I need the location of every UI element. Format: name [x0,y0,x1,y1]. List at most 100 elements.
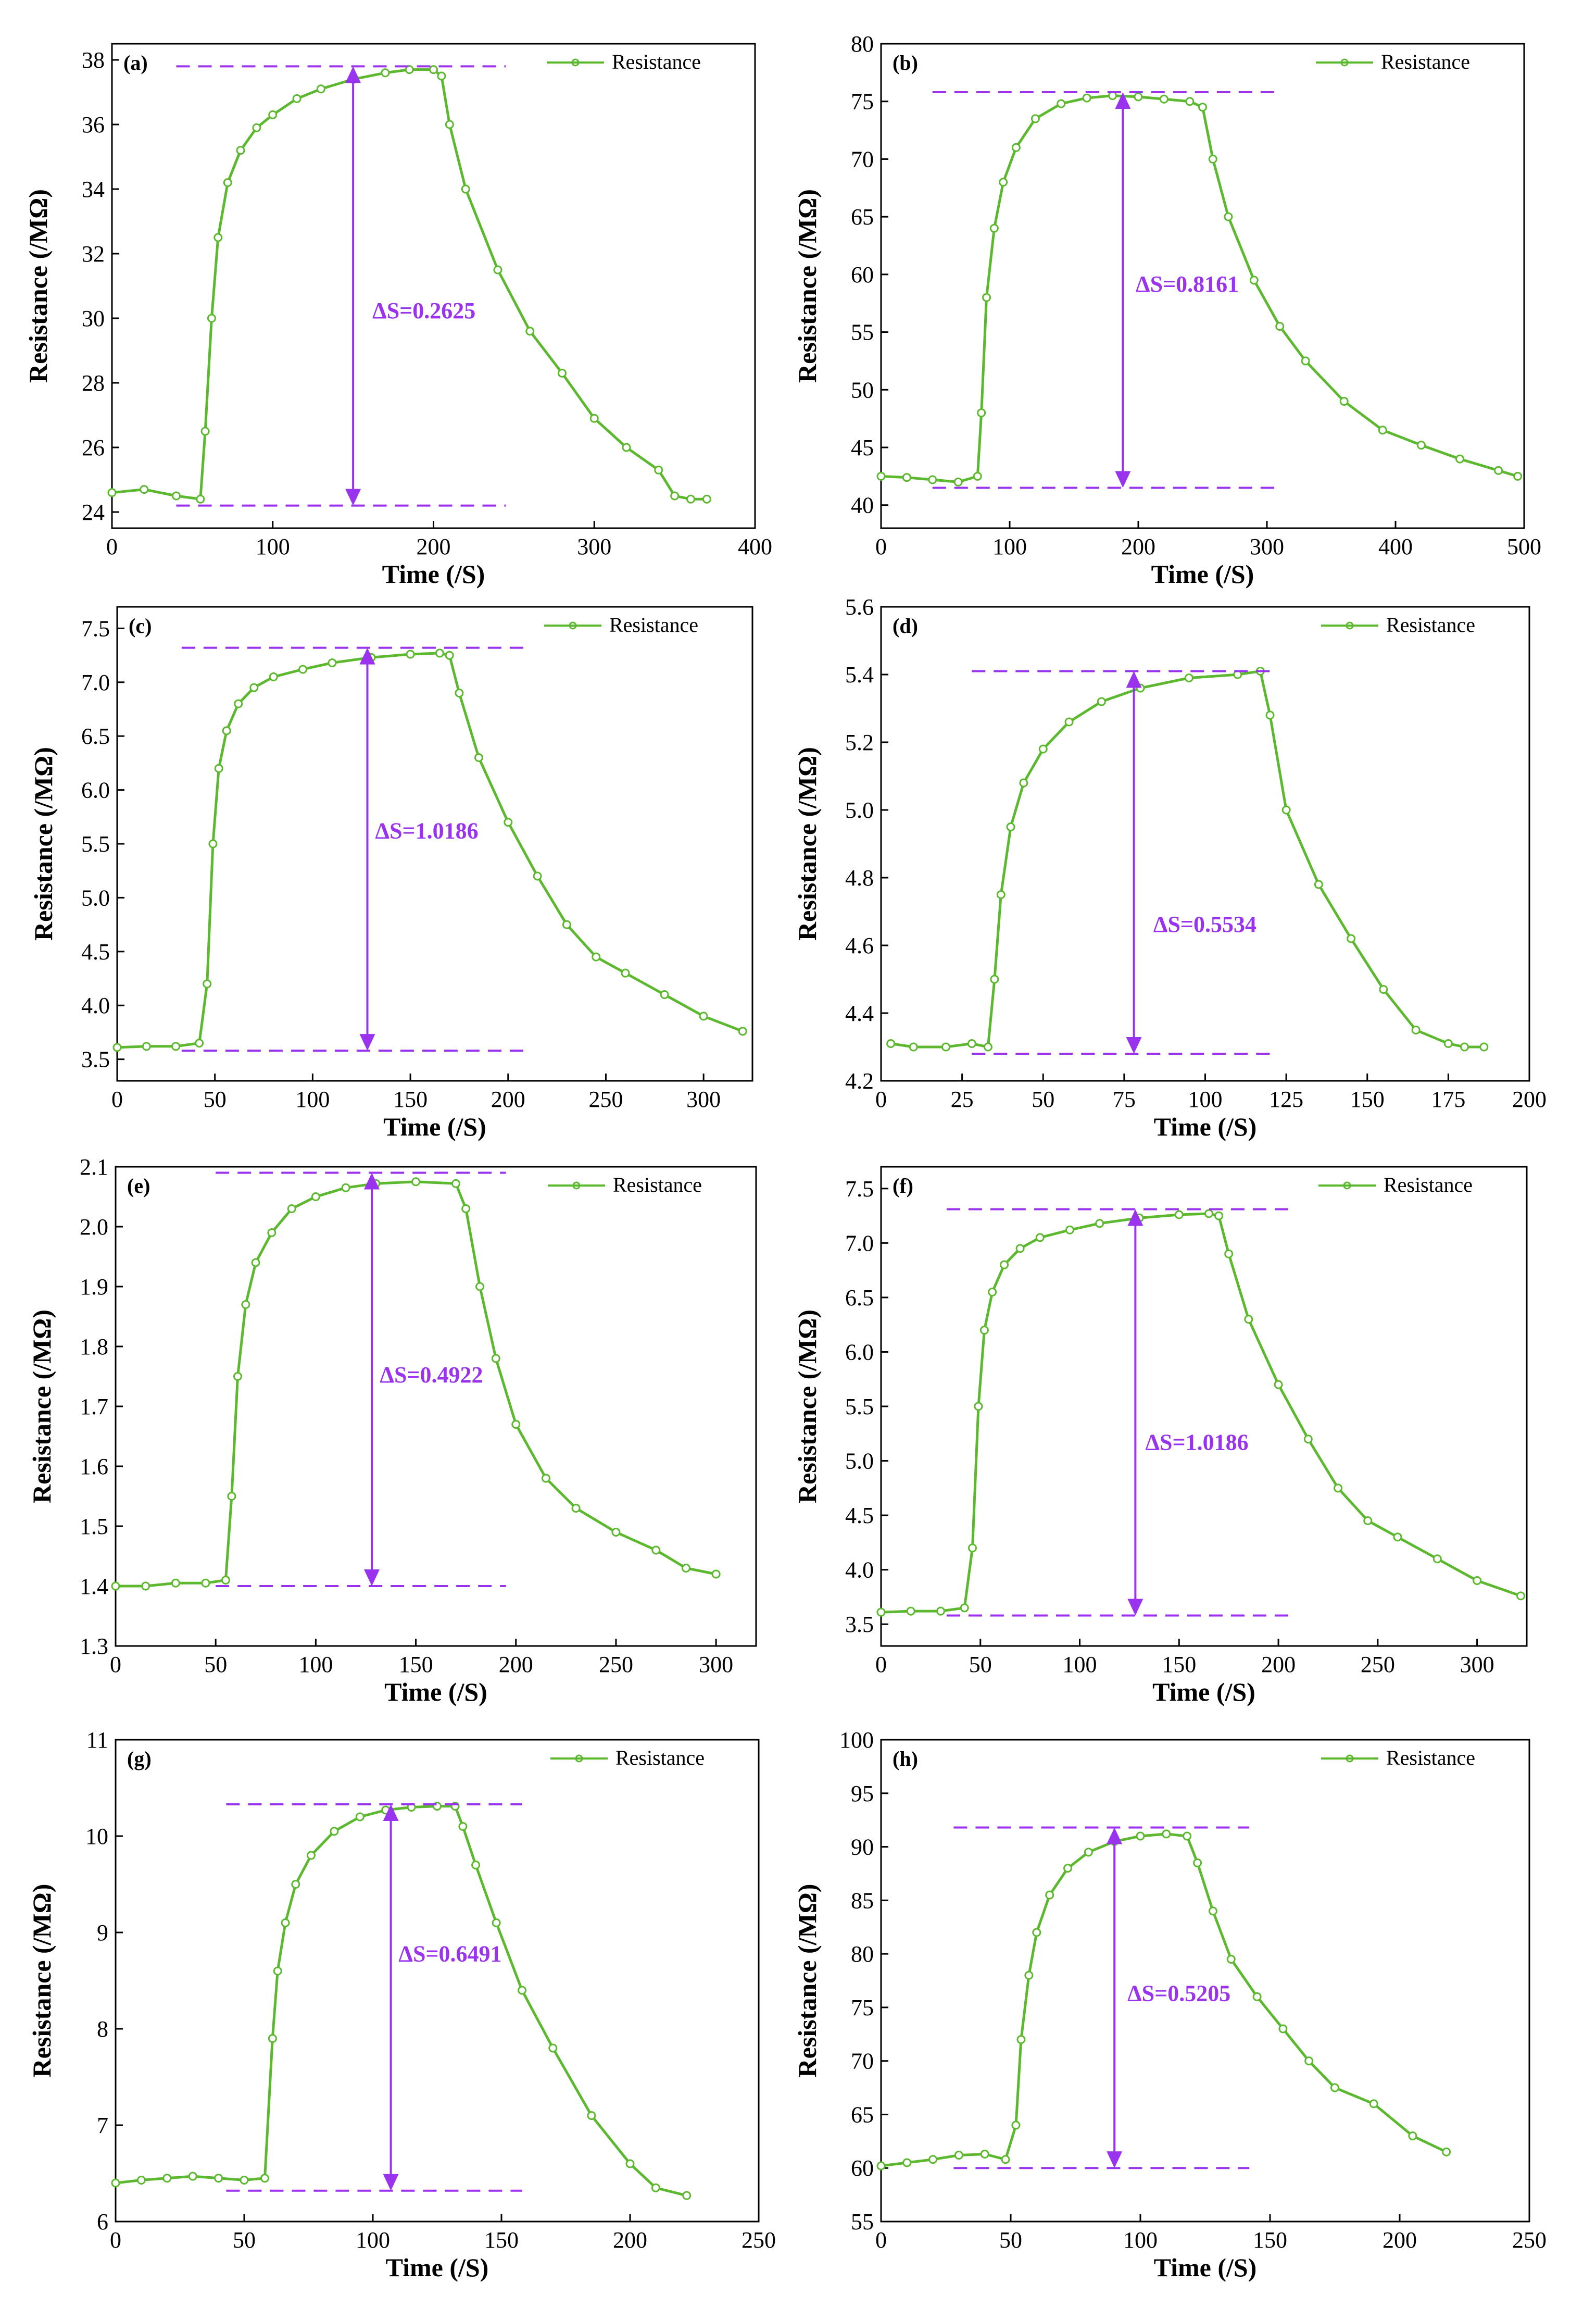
delta-s-label: ΔS=0.5205 [1127,1981,1230,2006]
y-tick-label: 5.0 [81,885,110,910]
data-point [996,890,1006,899]
y-tick-label: 2.0 [80,1214,108,1240]
data-point [1038,744,1048,754]
data-point [954,2151,963,2160]
y-tick-label: 7 [97,2113,108,2138]
data-point [1183,1831,1192,1841]
data-point [681,1564,690,1573]
data-point [980,2150,989,2159]
x-tick-label: 75 [1113,1087,1136,1112]
delta-arrow-head-down [359,1034,375,1051]
data-point [381,68,390,78]
data-point [1000,1260,1009,1269]
series-line-resistance [881,1212,1522,1614]
data-point [281,1918,290,1927]
x-tick-label: 100 [1063,1652,1097,1677]
x-tick-label: 0 [110,2227,121,2253]
y-axis-label: Resistance (/MΩ) [793,1309,822,1503]
data-point [1193,1858,1202,1867]
y-tick-label: 4.2 [845,1068,874,1094]
x-tick-label: 50 [204,1652,227,1677]
data-point [341,1183,350,1192]
data-point [437,71,446,81]
data-point [435,648,444,658]
data-point [269,672,278,681]
y-tick-label: 85 [851,1888,874,1913]
x-tick-label: 175 [1431,1087,1465,1112]
data-point [1252,1992,1262,2001]
data-point [953,477,963,487]
y-tick-label: 8 [97,2016,108,2042]
y-axis-label: Resistance (/MΩ) [793,747,822,941]
delta-s-label: ΔS=1.0186 [375,818,479,844]
data-point [1442,2147,1451,2156]
data-point [504,818,513,827]
data-point [1019,778,1028,788]
x-axis-label: Time (/S) [383,1112,486,1141]
data-point [223,178,232,188]
data-point [533,871,542,881]
delta-s-label: ΔS=0.8161 [1136,271,1239,297]
data-point [1084,1848,1093,1857]
data-point [1214,1211,1224,1220]
x-tick-label: 100 [1123,2227,1158,2253]
y-tick-label: 6.0 [845,1339,874,1365]
data-point [1334,1483,1343,1493]
y-tick-label: 5.0 [845,1449,874,1474]
data-point [1416,441,1426,450]
data-point [207,314,216,323]
data-point [989,223,999,233]
data-point [1095,1219,1104,1228]
data-point [1460,1042,1469,1052]
data-point [886,1039,896,1048]
y-tick-label: 24 [82,500,105,525]
y-tick-label: 95 [851,1781,874,1806]
legend-label: Resistance [1381,50,1470,73]
data-point [1275,322,1285,331]
data-point [999,178,1008,187]
data-point [214,764,223,773]
data-point [1314,880,1323,889]
data-point [571,1504,581,1513]
data-point [876,2161,886,2171]
series-line-resistance [890,670,1484,1049]
data-point [273,1966,282,1976]
panel-g: 0 50 100 150 200 250 6 7 8 9 10 11 Time (/S) Resistan… [27,1727,776,2282]
data-point [328,658,337,668]
data-point [1513,471,1523,481]
data-point [1304,2056,1314,2066]
x-tick-label: 150 [1162,1652,1196,1677]
x-tick-label: 200 [491,1087,525,1112]
y-tick-label: 5.0 [845,797,874,823]
legend-label: Resistance [1384,1173,1473,1196]
data-point [200,427,210,436]
y-tick-label: 1.7 [80,1394,108,1419]
x-tick-label: 300 [577,534,611,559]
data-point [1379,985,1388,994]
delta-arrow-head-up [1127,1209,1143,1226]
y-axis-label: Resistance (/MΩ) [27,1884,56,2078]
data-point [511,1420,521,1429]
y-tick-label: 40 [851,493,874,518]
panel-b: 0 100 200 300 400 500 40 45 50 55 60 65 70 75 80 Time (… [793,31,1541,589]
data-point [1432,1554,1442,1564]
y-tick-label: 55 [851,2209,874,2235]
legend-label: Resistance [613,1173,702,1196]
data-point [1330,2083,1339,2092]
data-point [548,2043,558,2053]
data-point [651,2183,660,2192]
data-point [136,2175,146,2185]
y-tick-label: 4.8 [845,865,874,891]
data-point [983,1042,992,1052]
y-tick-label: 60 [851,2155,874,2181]
plot-frame [880,1739,1530,2223]
data-point [1516,1591,1526,1601]
data-point [660,990,669,1000]
data-point [541,1474,550,1483]
data-point [1443,1039,1453,1048]
y-tick-label: 90 [851,1835,874,1860]
data-point [982,293,991,302]
x-tick-label: 0 [110,1652,121,1677]
x-axis-label: Time (/S) [1154,1112,1257,1141]
y-tick-label: 11 [86,1727,108,1753]
